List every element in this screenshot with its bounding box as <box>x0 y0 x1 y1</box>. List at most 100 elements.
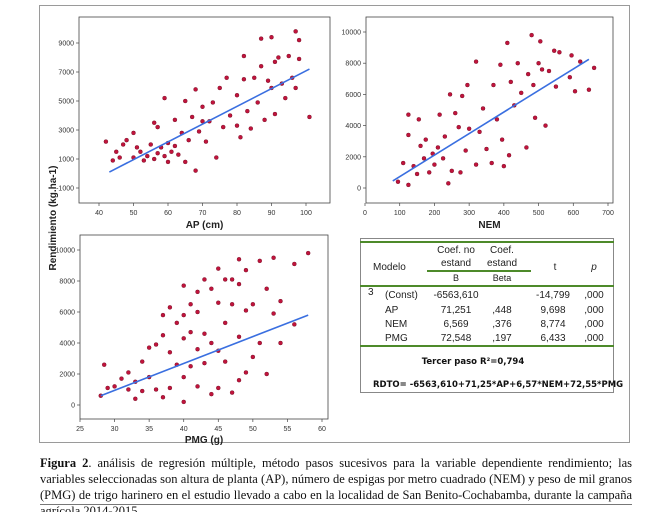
data-point <box>473 59 479 64</box>
y-tick-label: 3000 <box>58 128 74 135</box>
data-point <box>101 362 107 367</box>
data-point <box>305 250 311 256</box>
header-modelo: Modelo <box>373 262 406 273</box>
y-tick-label: 1000 <box>58 157 74 164</box>
x-tick-label: 200 <box>429 210 441 217</box>
x-tick-label: 700 <box>602 210 614 217</box>
data-point <box>449 168 454 174</box>
data-point <box>234 123 240 128</box>
data-point <box>141 158 147 163</box>
row-var: AP <box>385 305 399 316</box>
data-point <box>162 153 167 159</box>
caption-text: . análisis de regresión múltiple, método… <box>40 456 633 512</box>
data-point <box>131 130 136 136</box>
data-point <box>138 149 143 154</box>
header-beta: Beta <box>492 273 512 283</box>
data-point <box>195 347 200 352</box>
data-point <box>238 135 243 140</box>
data-point <box>176 152 181 157</box>
data-point <box>222 320 228 326</box>
row-p: ,000 <box>584 319 604 330</box>
x-tick-label: 50 <box>249 426 257 433</box>
data-point <box>153 387 159 392</box>
data-point <box>447 92 453 97</box>
data-point <box>134 145 140 150</box>
x-tick-label: 60 <box>318 426 326 433</box>
data-point <box>437 112 442 117</box>
data-point <box>276 55 281 60</box>
header-coef-no-1: Coef. no <box>437 245 475 256</box>
data-point <box>255 100 260 105</box>
data-point <box>557 50 562 55</box>
regression-line <box>108 68 310 173</box>
data-point <box>435 145 441 150</box>
data-point <box>165 159 171 165</box>
data-point <box>222 277 228 282</box>
y-tick-label: 0 <box>71 403 75 410</box>
header-coef-est-1: Coef. <box>490 245 514 256</box>
table-top-rule <box>360 241 614 243</box>
data-point <box>508 79 513 85</box>
data-point <box>494 117 500 122</box>
x-axis-label: AP (cm) <box>186 220 224 231</box>
data-point <box>220 124 226 130</box>
data-point <box>105 385 110 391</box>
data-point <box>269 35 274 40</box>
data-point <box>133 396 138 401</box>
data-point <box>532 115 538 121</box>
data-point <box>442 134 448 139</box>
data-point <box>216 266 221 271</box>
y-tick-label: 9000 <box>58 41 74 48</box>
data-point <box>264 371 269 377</box>
data-point <box>243 308 249 313</box>
data-point <box>271 255 276 260</box>
x-tick-label: 90 <box>268 210 276 217</box>
data-point <box>188 364 193 369</box>
x-tick-label: 40 <box>180 426 188 433</box>
header-sub-rule <box>427 270 531 272</box>
row-b: 6,569 <box>443 319 469 330</box>
row-t: 9,698 <box>540 305 566 316</box>
y-tick-label: 2000 <box>59 372 75 379</box>
data-point <box>236 281 242 287</box>
data-point <box>414 171 420 177</box>
data-point <box>181 399 186 405</box>
x-tick-label: 50 <box>130 210 138 217</box>
data-point <box>292 322 297 327</box>
data-point <box>546 68 552 74</box>
chart-3: 25 30 35 40 45 50 55 60 0 2000 4000 6000 8000 10000 PM… <box>56 234 329 446</box>
data-point <box>216 300 221 305</box>
data-point <box>538 39 543 44</box>
data-point <box>258 63 264 69</box>
figure-frame <box>39 5 630 443</box>
data-point <box>578 59 583 64</box>
data-point <box>551 48 557 53</box>
x-tick-label: 80 <box>233 210 241 217</box>
data-point <box>586 87 592 92</box>
data-point <box>117 155 122 160</box>
caption-label: Figura 2 <box>40 456 89 470</box>
x-tick-label: 25 <box>76 426 84 433</box>
data-point <box>181 312 186 318</box>
data-point <box>155 150 160 156</box>
x-tick-label: 0 <box>363 210 367 217</box>
data-point <box>248 126 254 131</box>
data-point <box>189 114 195 120</box>
data-point <box>536 61 541 66</box>
y-tick-label: 6000 <box>345 92 361 99</box>
data-point <box>498 62 503 67</box>
regression-table: Modelo Coef. no estand Coef. estand B Be… <box>360 238 623 393</box>
data-point <box>501 163 507 169</box>
y-tick-label: 8000 <box>345 61 361 68</box>
data-point <box>252 75 257 81</box>
x-tick-label: 100 <box>300 210 312 217</box>
y-tick-label: 6000 <box>59 310 75 317</box>
data-point <box>209 286 214 291</box>
data-point <box>250 302 256 307</box>
data-point <box>160 312 166 318</box>
data-point <box>119 376 124 381</box>
data-point <box>427 170 432 175</box>
data-point <box>193 87 198 92</box>
data-point <box>264 286 269 291</box>
x-tick-label: 45 <box>214 426 222 433</box>
